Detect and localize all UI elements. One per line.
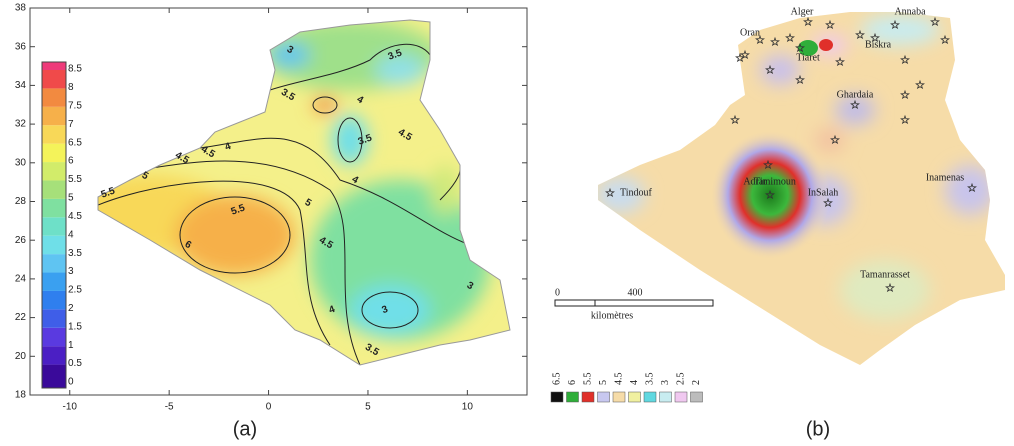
colorbar-label: 2.5 <box>68 285 82 296</box>
colorbar-label: 2 <box>68 303 74 314</box>
x-tick-label: -5 <box>165 402 174 413</box>
colorbar-swatch <box>42 346 66 364</box>
colorbar-swatch <box>42 365 66 388</box>
scale-bar-segment <box>555 300 595 306</box>
colorbar-label: 6 <box>68 156 74 167</box>
legend-swatch <box>629 392 641 402</box>
colorbar-swatch <box>42 309 66 327</box>
colorbar-label: 6.5 <box>68 137 82 148</box>
city-label: Tindouf <box>620 187 653 198</box>
colorbar-swatch <box>42 162 66 180</box>
y-tick-label: 30 <box>15 157 27 168</box>
colorbar-swatch <box>42 291 66 309</box>
city-label: Annaba <box>894 6 926 17</box>
colorbar-swatch <box>42 144 66 162</box>
colorbar-swatch <box>42 273 66 291</box>
colorbar-label: 7 <box>68 119 74 130</box>
x-tick-label: -10 <box>63 402 78 413</box>
colorbar-label: 0 <box>68 377 74 388</box>
legend-swatch <box>551 392 563 402</box>
city-label: Oran <box>740 27 760 38</box>
colorbar-label: 3 <box>68 266 74 277</box>
y-tick-label: 32 <box>15 119 27 130</box>
colorbar-swatch <box>42 107 66 125</box>
colorbar-swatch <box>42 236 66 254</box>
colorbar-swatch <box>42 254 66 272</box>
city-label: Tamanrasset <box>860 269 910 280</box>
scale-label: 400 <box>628 287 643 298</box>
city-label: Biskra <box>865 39 892 50</box>
colorbar-swatch <box>42 70 66 88</box>
legend-label: 4 <box>629 380 640 385</box>
legend-label: 4.5 <box>613 373 624 386</box>
legend-label: 2.5 <box>675 373 686 386</box>
legend-swatch <box>582 392 594 402</box>
colorbar-label: 4.5 <box>68 211 82 222</box>
x-tick-label: 10 <box>462 402 474 413</box>
legend-label: 3.5 <box>644 373 655 386</box>
legend-swatch <box>675 392 687 402</box>
y-tick-label: 38 <box>15 3 27 14</box>
y-tick-label: 26 <box>15 235 27 246</box>
colorbar-label: 0.5 <box>68 358 82 369</box>
caption: (a) <box>233 418 257 440</box>
legend-swatch <box>660 392 672 402</box>
legend-label: 6 <box>567 380 578 385</box>
legend-swatch <box>567 392 579 402</box>
y-tick-label: 22 <box>15 312 27 323</box>
y-tick-label: 28 <box>15 196 27 207</box>
legend-swatch <box>644 392 656 402</box>
x-tick-label: 0 <box>266 402 272 413</box>
scale-unit: kilomètres <box>591 310 633 321</box>
x-tick-label: 5 <box>365 402 371 413</box>
legend-label: 2 <box>691 380 702 385</box>
colorbar-label: 5.5 <box>68 174 82 185</box>
colorbar-swatch <box>42 180 66 198</box>
legend-swatch <box>598 392 610 402</box>
city-label: Tiaret <box>796 52 820 63</box>
legend-label: 3 <box>660 380 671 385</box>
y-tick-label: 34 <box>15 80 27 91</box>
y-tick-label: 20 <box>15 351 27 362</box>
y-tick-label: 24 <box>15 274 27 285</box>
colorbar-swatch <box>42 88 66 106</box>
caption: (b) <box>806 418 830 440</box>
colorbar-label: 1 <box>68 340 74 351</box>
colorbar-label: 7.5 <box>68 100 82 111</box>
colorbar-label: 1.5 <box>68 321 82 332</box>
figure: -10-505101820222426283032343638 00.511.5… <box>0 0 1014 446</box>
city-label: Adrar <box>743 176 767 187</box>
city-label: InSalah <box>808 187 839 198</box>
colorbar-swatch <box>42 125 66 143</box>
legend-label: 5 <box>598 380 609 385</box>
legend-swatch <box>691 392 703 402</box>
colorbar-swatch <box>42 217 66 235</box>
legend-swatch <box>613 392 625 402</box>
scale-bar-segment <box>595 300 713 306</box>
scale-label: 0 <box>555 287 560 298</box>
colorbar-label: 8 <box>68 82 74 93</box>
colorbar-swatch <box>42 328 66 346</box>
colorbar-label: 4 <box>68 229 74 240</box>
y-tick-label: 18 <box>15 390 27 401</box>
city-label: Inamenas <box>926 172 964 183</box>
colorbar-swatch <box>42 199 66 217</box>
y-tick-label: 36 <box>15 41 27 52</box>
city-label: Alger <box>791 6 814 17</box>
colorbar-label: 8.5 <box>68 64 82 75</box>
colorbar-swatch <box>42 62 66 70</box>
colorbar-label: 3.5 <box>68 248 82 259</box>
city-label: Ghardaia <box>837 89 874 100</box>
legend-label: 6.5 <box>551 373 562 386</box>
legend-label: 5.5 <box>582 373 593 386</box>
colorbar-label: 5 <box>68 193 74 204</box>
